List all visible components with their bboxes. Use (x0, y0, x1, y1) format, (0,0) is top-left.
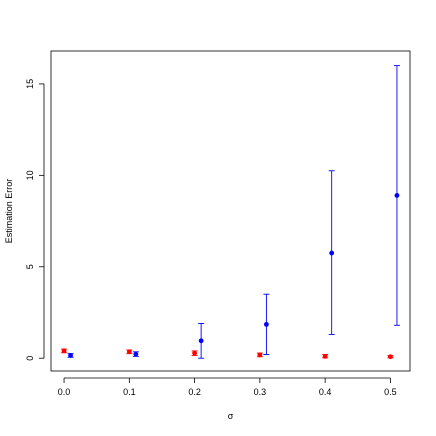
y-tick-label: 5 (25, 264, 35, 269)
y-tick-label: 10 (25, 170, 35, 180)
x-tick-label: 0.4 (319, 387, 332, 397)
x-tick-label: 0.1 (123, 387, 136, 397)
data-point (198, 338, 204, 344)
series-layer (61, 65, 400, 360)
data-point (192, 350, 198, 356)
data-point (61, 348, 67, 354)
data-point (322, 353, 328, 359)
data-point (133, 351, 139, 357)
x-tick-label: 0.2 (188, 387, 201, 397)
x-axis: 0.0 0.1 0.2 0.3 0.4 0.5 (58, 377, 397, 397)
x-tick-label: 0.5 (384, 387, 397, 397)
data-point (126, 349, 132, 355)
y-axis: 0 5 10 15 (25, 79, 45, 361)
series-1 (61, 348, 394, 360)
data-point (394, 193, 400, 198)
series-2 (67, 65, 400, 359)
y-tick-label: 15 (25, 79, 35, 89)
x-tick-label: 0.3 (254, 387, 267, 397)
data-point (264, 321, 269, 327)
data-point (329, 250, 335, 256)
data-point (388, 354, 393, 360)
x-axis-label: σ (228, 411, 234, 421)
data-point (68, 353, 73, 358)
plot-frame (50, 50, 411, 372)
x-tick-label: 0.0 (58, 387, 71, 397)
y-axis-label: Estimation Error (4, 179, 14, 244)
data-point (257, 352, 263, 358)
y-tick-label: 0 (25, 356, 35, 361)
